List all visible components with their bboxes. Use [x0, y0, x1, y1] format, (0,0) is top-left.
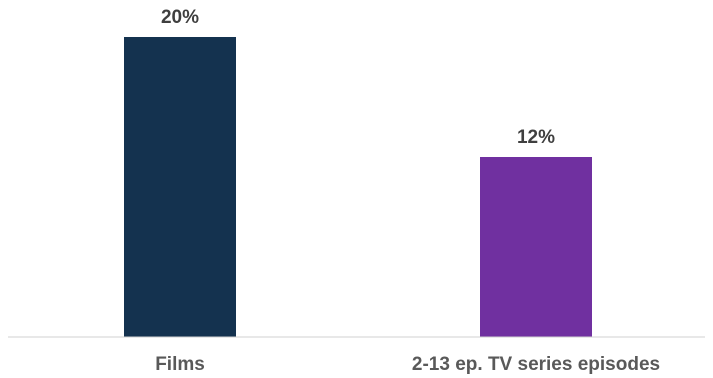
bar-1 [480, 157, 592, 337]
category-label-0: Films [155, 354, 205, 375]
data-label-group: 20% 12% [161, 7, 555, 148]
bar-0 [124, 37, 236, 337]
category-label-group: Films 2-13 ep. TV series episodes [155, 354, 660, 375]
category-label-1: 2-13 ep. TV series episodes [412, 354, 660, 375]
data-label-1: 12% [517, 127, 555, 148]
bar-group [124, 37, 592, 337]
data-label-0: 20% [161, 7, 199, 28]
